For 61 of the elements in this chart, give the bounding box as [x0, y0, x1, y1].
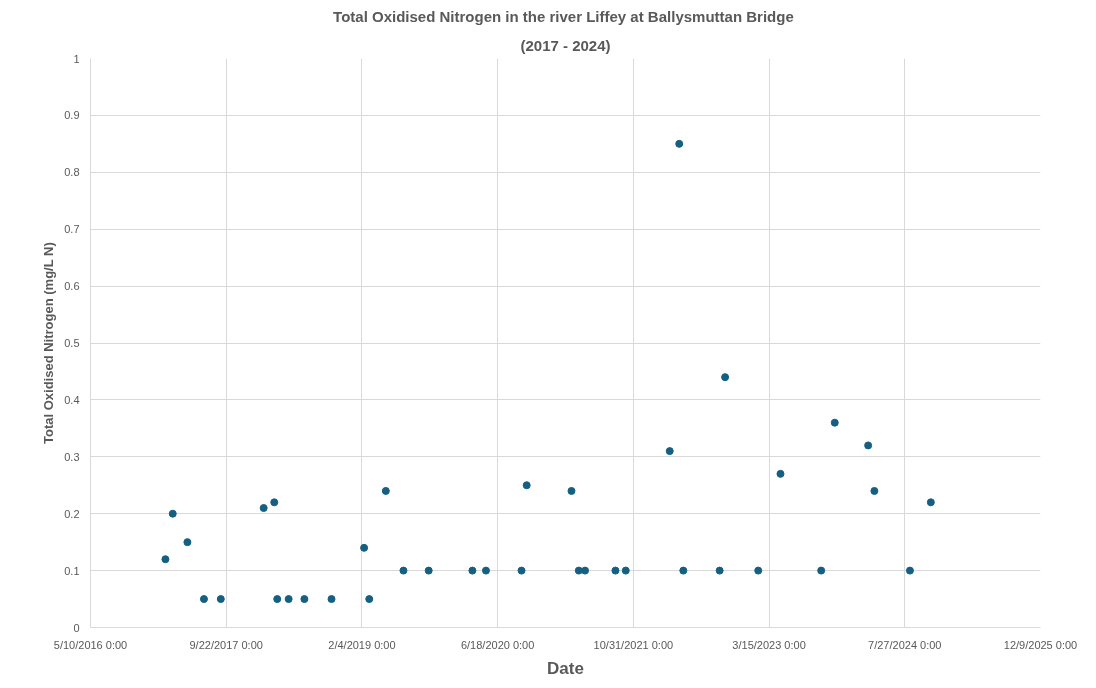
- y-tick-label: 0.7: [64, 223, 80, 236]
- point: [424, 566, 433, 575]
- point: [399, 566, 408, 575]
- point: [830, 418, 839, 427]
- y-tick-label: 0.8: [64, 166, 80, 179]
- point: [381, 486, 390, 495]
- point: [522, 481, 531, 490]
- point: [360, 543, 369, 552]
- y-tick-label: 0.6: [64, 280, 80, 293]
- point: [273, 595, 282, 604]
- point: [567, 486, 576, 495]
- y-tick-label: 0.9: [64, 109, 80, 122]
- point: [754, 566, 763, 575]
- point: [715, 566, 724, 575]
- point: [621, 566, 630, 575]
- point: [481, 566, 490, 575]
- point: [665, 447, 674, 456]
- point: [327, 595, 336, 604]
- point: [168, 509, 177, 518]
- point: [183, 538, 192, 547]
- x-tick-label: 2/4/2019 0:00: [328, 638, 396, 651]
- point: [300, 595, 309, 604]
- x-tick-label: 12/9/2025 0:00: [1003, 638, 1078, 651]
- x-tick-label: 7/27/2024 0:00: [868, 638, 942, 651]
- point: [216, 595, 225, 604]
- point: [259, 504, 268, 512]
- y-tick-label: 0.2: [64, 507, 80, 520]
- point: [468, 566, 477, 575]
- point: [675, 139, 684, 148]
- point: [776, 469, 785, 478]
- point: [679, 566, 688, 575]
- point: [284, 595, 293, 604]
- y-tick-label: 0.4: [64, 393, 80, 406]
- y-tick-label: 1: [73, 52, 80, 65]
- point: [517, 566, 526, 575]
- x-tick-label: 3/15/2023 0:00: [732, 638, 806, 651]
- y-tick-label: 0.1: [64, 564, 80, 577]
- point: [161, 555, 170, 564]
- y-axis-title: Total Oxidised Nitrogen (mg/L N): [41, 242, 57, 444]
- y-tick-label: 0.3: [64, 450, 80, 463]
- point: [199, 595, 208, 604]
- point: [721, 373, 730, 382]
- y-tick-label: 0: [73, 621, 80, 634]
- x-tick-label: 9/22/2017 0:00: [189, 638, 263, 651]
- point: [611, 566, 620, 575]
- point: [574, 566, 583, 575]
- x-tick-label: 5/10/2016 0:00: [53, 638, 128, 651]
- point: [926, 498, 935, 507]
- point: [581, 566, 590, 575]
- point: [270, 498, 279, 507]
- point: [864, 441, 873, 450]
- y-tick-label: 0.5: [64, 337, 80, 349]
- point: [905, 566, 914, 575]
- point: [365, 595, 374, 604]
- chart-subtitle: (2017 - 2024): [520, 36, 611, 54]
- x-axis-title: Date: [547, 658, 584, 678]
- point: [817, 566, 826, 575]
- x-tick-label: 10/31/2021 0:00: [593, 638, 674, 651]
- x-tick-label: 6/18/2020 0:00: [460, 638, 535, 651]
- chart-title: Total Oxidised Nitrogen in the river Liffey at Ballysmuttan Bridge: [333, 7, 794, 25]
- point: [870, 486, 879, 495]
